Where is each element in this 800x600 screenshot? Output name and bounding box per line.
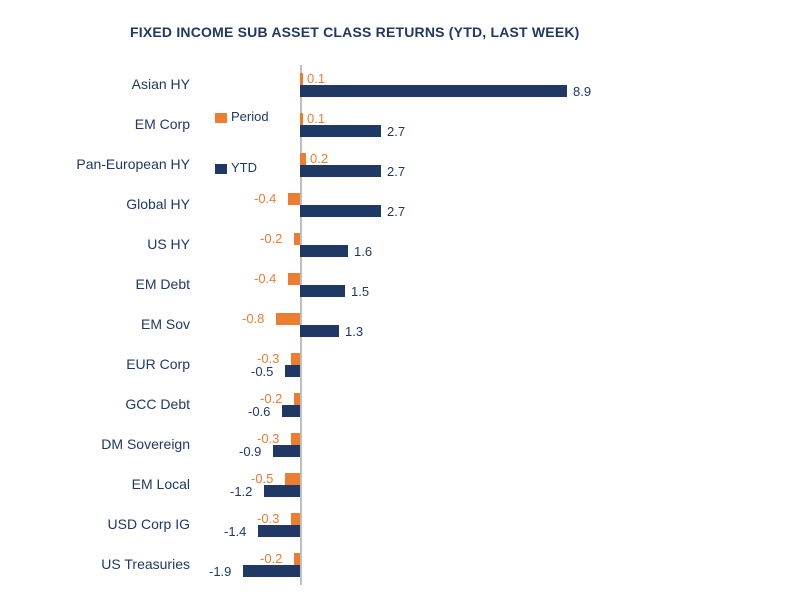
bar-period xyxy=(300,153,306,165)
value-label-period: -0.4 xyxy=(254,191,276,206)
bar-ytd xyxy=(285,365,300,377)
value-label-ytd: -0.6 xyxy=(248,404,270,419)
value-label-ytd: -1.2 xyxy=(230,484,252,499)
value-label-ytd: -0.9 xyxy=(239,444,261,459)
chart-row: US HY -0.2 1.6 xyxy=(0,225,800,265)
bar-ytd xyxy=(300,85,567,97)
chart-title: FIXED INCOME SUB ASSET CLASS RETURNS (YT… xyxy=(130,24,580,40)
bar-period xyxy=(276,313,300,325)
bar-period xyxy=(291,353,300,365)
value-label-ytd: 8.9 xyxy=(573,84,591,99)
chart-row: Global HY -0.4 2.7 xyxy=(0,185,800,225)
category-label: US HY xyxy=(10,236,190,252)
value-label-ytd: 1.6 xyxy=(354,244,372,259)
bar-ytd xyxy=(258,525,300,537)
bar-ytd xyxy=(300,125,381,137)
chart-row: USD Corp IG -0.3 -1.4 xyxy=(0,505,800,545)
value-label-ytd: 2.7 xyxy=(387,124,405,139)
category-label: DM Sovereign xyxy=(10,436,190,452)
value-label-period: -0.8 xyxy=(242,311,264,326)
value-label-ytd: 2.7 xyxy=(387,164,405,179)
bar-period xyxy=(294,393,300,405)
value-label-ytd: -1.4 xyxy=(224,524,246,539)
category-label: EM Local xyxy=(10,476,190,492)
chart-row: EM Local -0.5-1.2 xyxy=(0,465,800,505)
chart-row: Asian HY 0.1 8.9 xyxy=(0,65,800,105)
value-label-period: -0.3 xyxy=(257,511,279,526)
bar-period xyxy=(291,513,300,525)
value-label-ytd: -0.5 xyxy=(251,364,273,379)
bar-ytd xyxy=(264,485,300,497)
chart-row: GCC Debt-0.2-0.6 xyxy=(0,385,800,425)
category-label: EM Corp xyxy=(10,116,190,132)
chart-row: DM Sovereign-0.3-0.9 xyxy=(0,425,800,465)
chart-row: Pan-European HY 0.2 2.7 xyxy=(0,145,800,185)
value-label-period: -0.4 xyxy=(254,271,276,286)
chart-row: EM Debt -0.4 1.5 xyxy=(0,265,800,305)
bar-ytd xyxy=(282,405,300,417)
category-label: USD Corp IG xyxy=(10,516,190,532)
category-label: EM Sov xyxy=(10,316,190,332)
chart-row: EM Corp 0.1 2.7 xyxy=(0,105,800,145)
value-label-ytd: -1.9 xyxy=(209,564,231,579)
bar-period xyxy=(291,433,300,445)
bar-ytd xyxy=(300,165,381,177)
bar-period xyxy=(300,73,303,85)
category-label: Pan-European HY xyxy=(10,156,190,172)
bar-ytd xyxy=(300,285,345,297)
chart-row: US Treasuries -0.2 -1.9 xyxy=(0,545,800,585)
bar-ytd xyxy=(273,445,300,457)
value-label-period: -0.5 xyxy=(251,471,273,486)
bar-ytd xyxy=(300,205,381,217)
value-label-period: -0.2 xyxy=(260,551,282,566)
bar-period xyxy=(285,473,300,485)
value-label-period: 0.1 xyxy=(307,71,325,86)
value-label-ytd: 1.3 xyxy=(345,324,363,339)
chart-plot-area: PeriodYTDAsian HY0.18.9EM Corp0.12.7Pan-… xyxy=(0,65,800,585)
category-label: EM Debt xyxy=(10,276,190,292)
bar-period xyxy=(288,193,300,205)
value-label-period: -0.2 xyxy=(260,231,282,246)
bar-period xyxy=(294,553,300,565)
bar-ytd xyxy=(300,245,348,257)
bar-ytd xyxy=(300,325,339,337)
value-label-period: 0.2 xyxy=(310,151,328,166)
value-label-period: 0.1 xyxy=(307,111,325,126)
category-label: Global HY xyxy=(10,196,190,212)
bar-ytd xyxy=(243,565,300,577)
category-label: EUR Corp xyxy=(10,356,190,372)
category-label: US Treasuries xyxy=(10,556,190,572)
chart-row: EUR Corp-0.3-0.5 xyxy=(0,345,800,385)
category-label: GCC Debt xyxy=(10,396,190,412)
chart-row: EM Sov -0.8 1.3 xyxy=(0,305,800,345)
bar-period xyxy=(300,113,303,125)
chart-container: FIXED INCOME SUB ASSET CLASS RETURNS (YT… xyxy=(0,0,800,600)
bar-period xyxy=(288,273,300,285)
value-label-ytd: 1.5 xyxy=(351,284,369,299)
bar-period xyxy=(294,233,300,245)
value-label-ytd: 2.7 xyxy=(387,204,405,219)
category-label: Asian HY xyxy=(10,76,190,92)
